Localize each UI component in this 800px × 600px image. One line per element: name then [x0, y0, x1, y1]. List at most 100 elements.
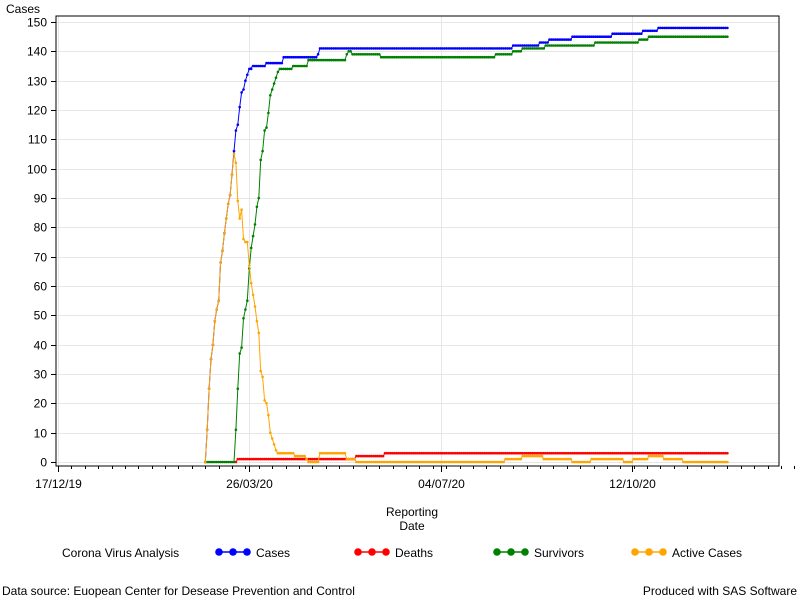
- data-point-active-cases: [454, 460, 458, 464]
- data-point-cases: [678, 26, 681, 30]
- data-point-deaths: [320, 457, 324, 461]
- legend-item-survivors: Survivors: [493, 546, 584, 560]
- data-point-deaths: [636, 451, 639, 455]
- data-point-cases: [720, 26, 723, 30]
- data-point-cases: [257, 64, 261, 68]
- data-point-cases: [269, 61, 272, 65]
- data-point-active-cases: [676, 457, 679, 461]
- data-point-active-cases: [640, 457, 643, 461]
- data-point-survivors: [355, 53, 358, 56]
- data-point-deaths: [402, 451, 406, 455]
- data-point-deaths: [475, 451, 479, 455]
- data-point-cases: [448, 47, 452, 50]
- data-point-survivors: [420, 55, 423, 59]
- data-point-cases: [255, 64, 259, 68]
- data-point-deaths: [718, 451, 721, 455]
- data-point-survivors: [251, 234, 255, 238]
- data-point-deaths: [532, 451, 536, 455]
- data-point-deaths: [710, 451, 714, 455]
- data-point-active-cases: [481, 460, 484, 464]
- data-point-cases: [716, 26, 720, 30]
- data-point-cases: [485, 47, 488, 50]
- data-point-active-cases: [393, 460, 396, 464]
- data-point-active-cases: [578, 460, 582, 464]
- data-point-deaths: [439, 451, 442, 455]
- data-point-active-cases: [492, 460, 496, 464]
- data-point-cases: [707, 26, 710, 30]
- data-point-active-cases: [209, 358, 213, 361]
- data-point-deaths: [362, 454, 366, 458]
- data-point-survivors: [703, 35, 706, 38]
- data-point-deaths: [420, 451, 423, 455]
- data-point-deaths: [253, 457, 257, 461]
- data-point-deaths: [513, 451, 517, 455]
- data-point-deaths: [634, 451, 637, 455]
- data-point-active-cases: [617, 457, 620, 461]
- data-point-deaths: [494, 451, 498, 455]
- data-point-active-cases: [682, 460, 685, 464]
- data-point-active-cases: [668, 457, 672, 461]
- data-point-deaths: [483, 451, 486, 455]
- data-point-cases: [349, 47, 352, 50]
- data-point-active-cases: [603, 457, 607, 461]
- data-point-active-cases: [345, 457, 349, 461]
- data-point-cases: [464, 47, 467, 50]
- data-point-cases: [378, 47, 381, 50]
- data-point-deaths: [251, 457, 255, 461]
- data-point-survivors: [630, 41, 634, 44]
- data-point-active-cases: [399, 460, 402, 464]
- data-point-active-cases: [534, 454, 538, 458]
- data-point-active-cases: [517, 457, 521, 461]
- data-point-cases: [368, 47, 372, 50]
- data-point-cases: [592, 35, 595, 38]
- data-point-survivors: [444, 55, 448, 59]
- data-point-deaths: [687, 451, 691, 455]
- data-point-cases: [613, 32, 616, 35]
- data-point-deaths: [291, 457, 295, 461]
- data-point-active-cases: [288, 451, 291, 455]
- data-point-survivors: [712, 35, 716, 38]
- data-point-deaths: [701, 451, 704, 455]
- data-point-active-cases: [456, 460, 460, 464]
- data-point-cases: [446, 47, 450, 50]
- data-point-active-cases: [422, 460, 425, 464]
- data-point-deaths: [446, 451, 450, 455]
- data-point-deaths: [624, 451, 628, 455]
- data-point-survivors: [429, 55, 433, 59]
- data-point-cases: [246, 73, 249, 77]
- data-point-deaths: [399, 451, 402, 455]
- data-point-cases: [538, 41, 542, 44]
- data-point-survivors: [418, 55, 421, 59]
- data-point-deaths: [597, 451, 601, 455]
- data-point-deaths: [550, 451, 553, 455]
- data-point-active-cases: [488, 460, 492, 464]
- data-point-survivors: [687, 35, 691, 38]
- data-point-survivors: [454, 55, 458, 59]
- data-point-survivors: [645, 38, 649, 41]
- data-point-deaths: [276, 457, 280, 461]
- data-point-survivors: [467, 55, 471, 59]
- data-point-survivors: [284, 67, 287, 71]
- data-point-deaths: [620, 451, 624, 455]
- data-point-active-cases: [467, 460, 471, 464]
- y-tick-label: 20: [34, 397, 48, 411]
- data-point-active-cases: [240, 208, 243, 211]
- data-point-deaths: [592, 451, 595, 455]
- data-point-deaths: [676, 451, 679, 455]
- series-line-cases: [204, 27, 728, 463]
- data-point-survivors: [641, 38, 645, 41]
- data-point-active-cases: [236, 199, 240, 203]
- data-point-survivors: [643, 38, 647, 41]
- data-point-survivors: [596, 41, 599, 44]
- data-point-cases: [521, 44, 524, 47]
- data-point-survivors: [708, 35, 712, 38]
- data-point-survivors: [217, 460, 220, 464]
- data-point-survivors: [575, 44, 578, 47]
- data-point-cases: [330, 47, 333, 50]
- data-point-deaths: [712, 451, 716, 455]
- legend-swatch-marker: [215, 548, 223, 556]
- data-point-survivors: [383, 55, 387, 59]
- legend-swatch-marker: [382, 548, 390, 556]
- data-point-deaths: [626, 451, 630, 455]
- data-point-deaths: [379, 454, 383, 458]
